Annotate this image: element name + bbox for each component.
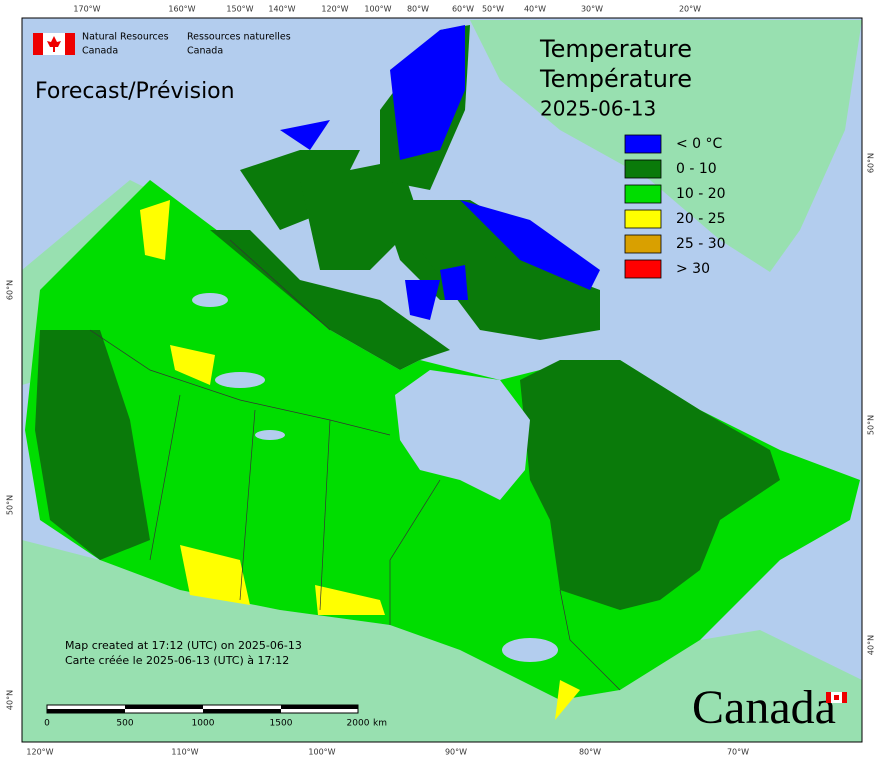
cold-area	[390, 25, 465, 160]
legend-label: > 30	[676, 261, 710, 277]
lon-label: 170°W	[73, 5, 100, 14]
scale-segment	[47, 709, 125, 713]
warm-area	[315, 585, 385, 615]
map-frame	[21, 17, 863, 743]
greenland	[470, 20, 862, 272]
province-border	[149, 394, 181, 561]
warm-area	[180, 545, 250, 605]
province-border	[89, 329, 391, 436]
quebec-labrador	[520, 360, 780, 610]
lon-label: 160°W	[168, 5, 195, 14]
lon-label: 100°W	[308, 748, 335, 757]
lon-label: 30°W	[581, 5, 603, 14]
hudson-bay	[395, 370, 530, 500]
legend-swatch	[624, 234, 662, 254]
legend-label: 10 - 20	[676, 186, 726, 202]
gov-signature: Natural Resources Canada Ressources natu…	[33, 32, 291, 57]
credit: Map created at 17:12 (UTC) on 2025-06-13	[65, 639, 302, 652]
usa	[22, 540, 862, 742]
bc-coast	[35, 330, 150, 560]
lon-label: 100°W	[364, 5, 391, 14]
lake	[192, 293, 228, 307]
lon-label: 150°W	[226, 5, 253, 14]
scale-segment	[125, 705, 203, 709]
scale-bar	[46, 704, 359, 714]
lon-label: 110°W	[171, 748, 198, 757]
scale-segment	[203, 709, 281, 713]
lat-label: 60°N	[6, 280, 15, 300]
forecast-label: Forecast/Prévision	[35, 79, 235, 104]
legend-swatch	[624, 259, 662, 279]
cold-area	[280, 120, 330, 150]
lon-label: 40°W	[524, 5, 546, 14]
province-border	[559, 589, 621, 691]
lon-label: 60°W	[452, 5, 474, 14]
legend-swatch	[624, 134, 662, 154]
lat-label: 40°N	[6, 690, 15, 710]
lat-label: 50°N	[6, 495, 15, 515]
lon-label: 80°W	[579, 748, 601, 757]
credit: Carte créée le 2025-06-13 (UTC) à 17:12	[65, 654, 289, 667]
cold-area	[405, 280, 440, 320]
lon-label: 140°W	[268, 5, 295, 14]
flag-bar	[826, 692, 831, 703]
arctic-mainland	[210, 230, 450, 370]
legend-swatch	[624, 209, 662, 229]
legend-label: 0 - 10	[676, 161, 717, 177]
province-border	[319, 419, 331, 611]
legend-swatch	[624, 159, 662, 179]
lon-label: 120°W	[26, 748, 53, 757]
org-fr: Ressources naturelles	[187, 32, 291, 43]
flag-bar	[842, 692, 847, 703]
cold-area	[460, 200, 600, 290]
lake	[215, 372, 265, 388]
lat-label: 50°N	[867, 415, 876, 435]
maple-leaf	[834, 695, 839, 700]
cold-area	[440, 265, 468, 300]
org-en: Natural Resources	[82, 32, 169, 43]
scale-label: 1000	[192, 719, 215, 729]
lon-label: 120°W	[321, 5, 348, 14]
island	[300, 160, 420, 270]
wordmark-flag	[826, 692, 847, 703]
province-border	[389, 479, 441, 625]
lake	[502, 638, 558, 662]
flag-bar	[65, 33, 75, 55]
flag-bar	[33, 33, 43, 55]
lat-label: 60°N	[867, 153, 876, 173]
wordmark: Canada	[692, 681, 836, 734]
scale-label: 2000	[347, 719, 370, 729]
title: Temperature	[539, 35, 692, 63]
date: 2025-06-13	[540, 97, 656, 121]
scale-segment	[281, 705, 358, 709]
legend-label: < 0 °C	[676, 136, 723, 152]
legend-label: 25 - 30	[676, 236, 726, 252]
warm-area	[140, 200, 170, 260]
lon-label: 20°W	[679, 5, 701, 14]
lon-label: 90°W	[445, 748, 467, 757]
map-area	[22, 18, 862, 742]
org-en: Canada	[82, 46, 118, 57]
warm-area	[555, 680, 580, 720]
legend-swatch	[624, 184, 662, 204]
lon-label: 70°W	[727, 748, 749, 757]
lon-label: 50°W	[482, 5, 504, 14]
lat-label: 40°N	[867, 635, 876, 655]
warm-area	[170, 345, 215, 385]
lake	[255, 430, 285, 440]
scale-label: 500	[116, 719, 133, 729]
maple-leaf	[47, 36, 61, 52]
scale-unit: km	[373, 719, 387, 729]
legend-label: 20 - 25	[676, 211, 726, 227]
scale-label: 0	[44, 719, 50, 729]
province-border	[239, 409, 256, 601]
province-border	[229, 239, 331, 331]
org-fr: Canada	[187, 46, 223, 57]
title: Température	[539, 65, 692, 93]
lon-label: 80°W	[407, 5, 429, 14]
scale-label: 1500	[270, 719, 293, 729]
